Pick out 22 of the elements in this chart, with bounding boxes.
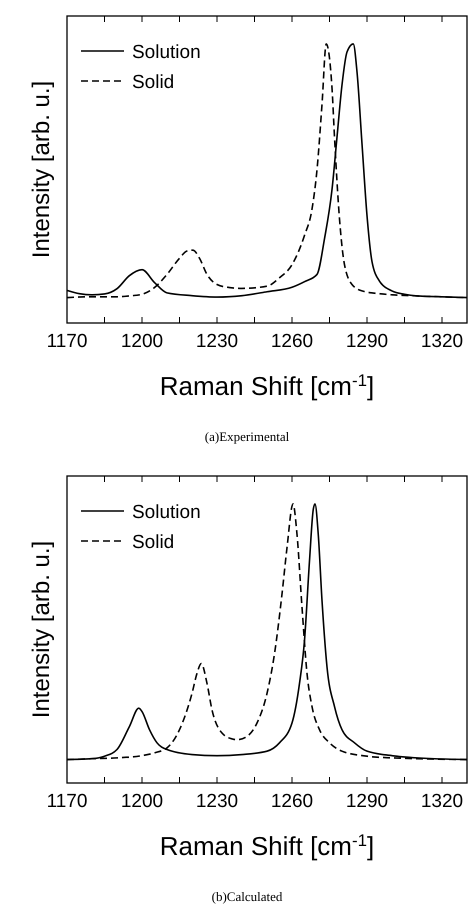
legend-label: Solid bbox=[132, 532, 174, 553]
text: (b)Calculated bbox=[212, 889, 283, 904]
x-tick-label: 1260 bbox=[270, 331, 314, 352]
legend-label: Solution bbox=[132, 502, 201, 523]
y-axis-title: Intensity [arb. u.] bbox=[28, 540, 55, 718]
x-tick-label: 1230 bbox=[196, 331, 238, 352]
x-tick-label: 1170 bbox=[46, 331, 88, 352]
x-tick-label: 1200 bbox=[120, 791, 164, 812]
x-tick-label: 1320 bbox=[420, 331, 464, 352]
x-axis-title: Raman Shift [cm$^{-1}$] bbox=[160, 830, 374, 861]
legend-label: Solid bbox=[132, 72, 174, 93]
legend-label: Solution bbox=[132, 42, 201, 63]
x-tick-label: 1170 bbox=[46, 791, 88, 812]
x-tick-label: 1230 bbox=[196, 791, 238, 812]
y-axis-title: Intensity [arb. u.] bbox=[28, 80, 55, 258]
x-tick-label: 1200 bbox=[120, 331, 164, 352]
x-tick-label: 1320 bbox=[420, 791, 464, 812]
x-axis-title: Raman Shift [cm$^{-1}$] bbox=[160, 370, 374, 401]
x-tick-label: 1260 bbox=[270, 791, 314, 812]
text: (a)Experimental bbox=[204, 429, 290, 444]
x-tick-label: 1290 bbox=[346, 791, 388, 812]
x-tick-label: 1290 bbox=[346, 331, 388, 352]
